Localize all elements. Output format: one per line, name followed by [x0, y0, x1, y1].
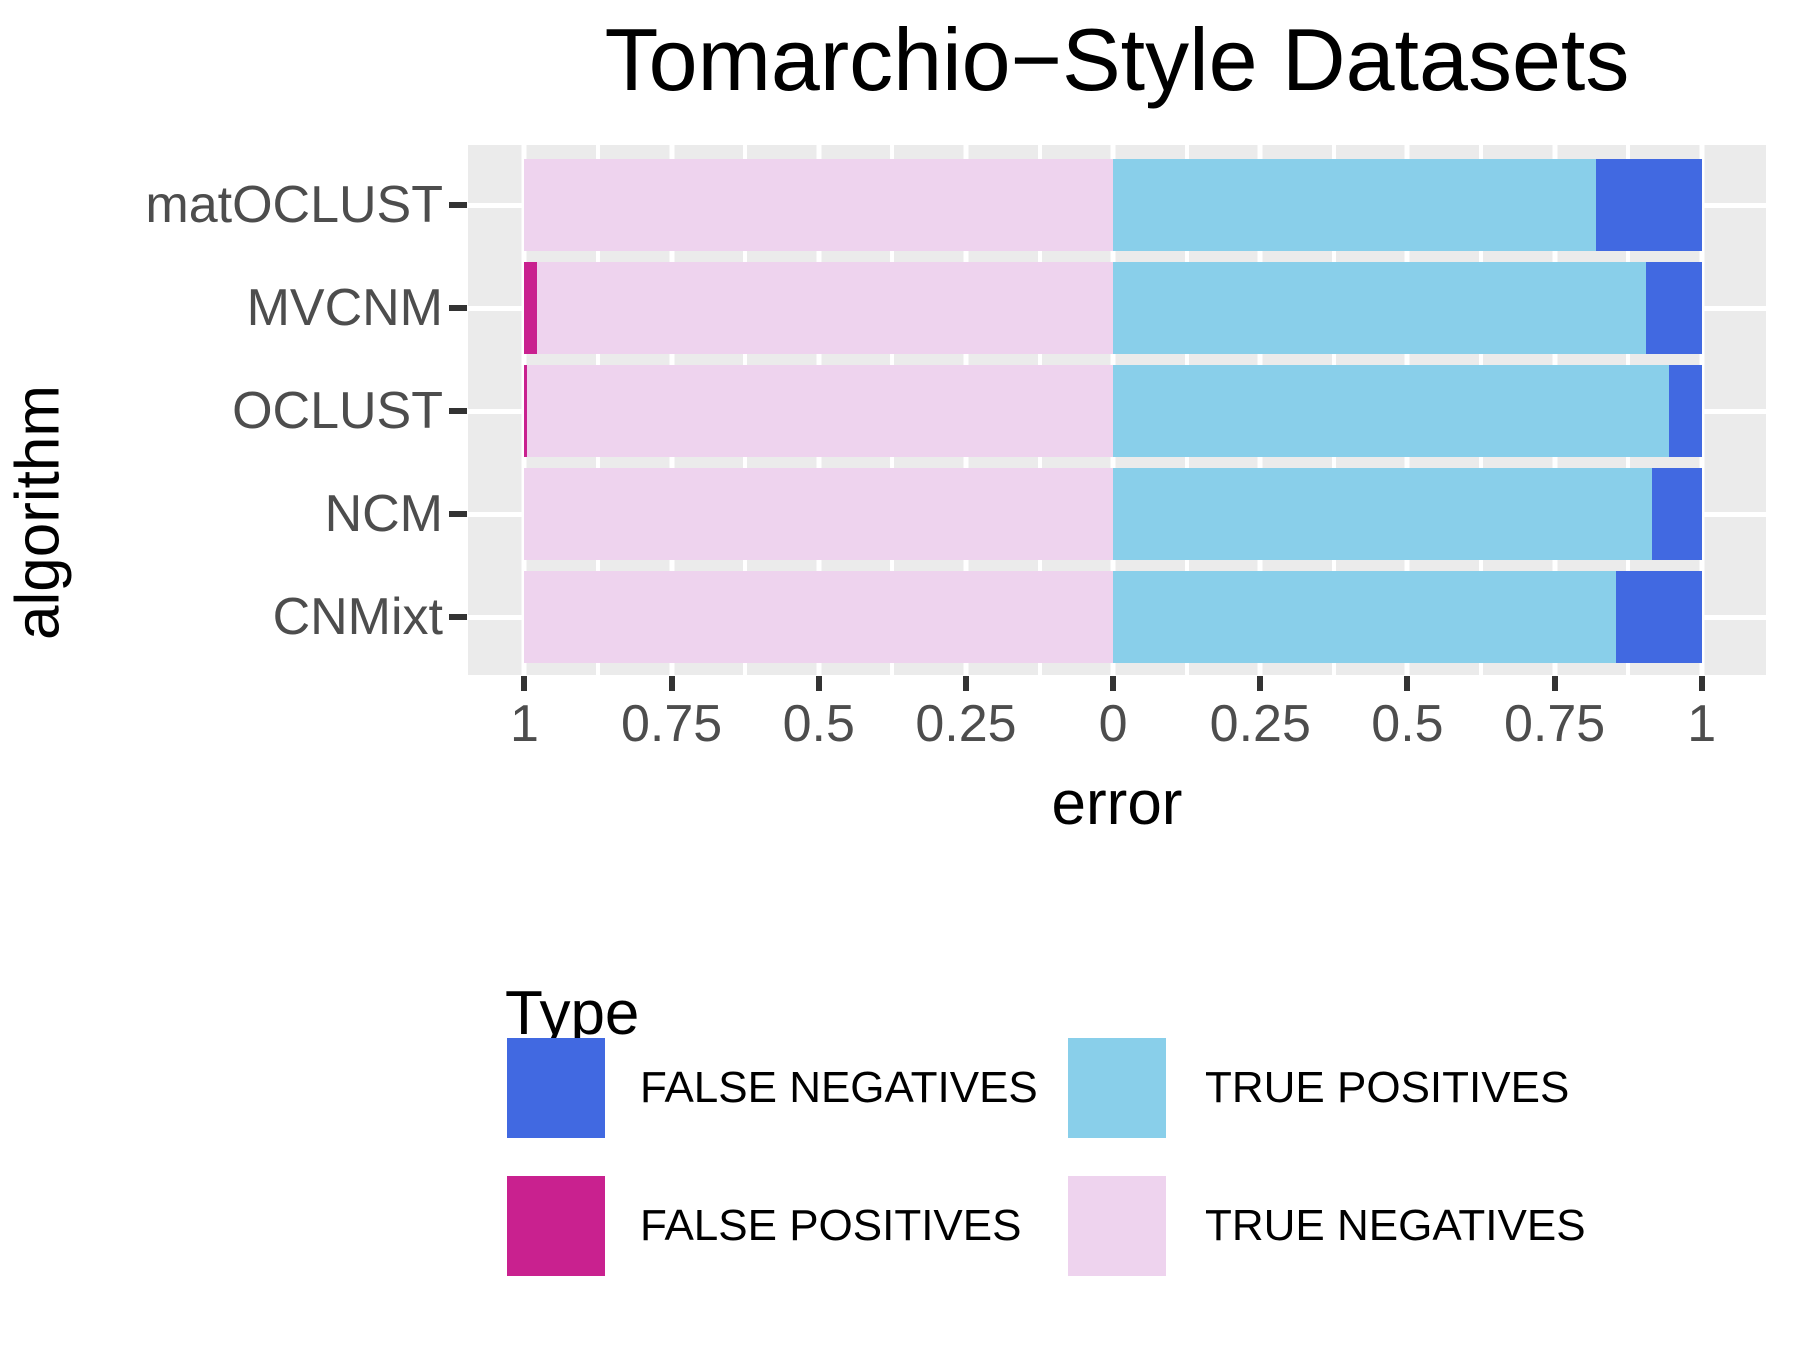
x-tick-mark [521, 676, 528, 691]
x-tick-mark [1698, 676, 1705, 691]
bar-segment-false-negatives [1651, 468, 1702, 560]
x-tick-label: 0.5 [782, 695, 855, 753]
y-tick-mark [449, 305, 467, 311]
x-tick-label: 0.5 [1371, 695, 1444, 753]
bar-segment-true-positives [1113, 262, 1646, 354]
legend-key-false-positives [507, 1176, 605, 1276]
x-axis-title: error [1051, 769, 1183, 838]
x-tick-mark [1404, 676, 1411, 691]
x-tick-label: 0.25 [1209, 695, 1311, 753]
legend-label: TRUE POSITIVES [1205, 1063, 1570, 1112]
chart-title: Tomarchio−Style Datasets [604, 10, 1630, 109]
y-axis-title-text: algorithm [3, 385, 73, 640]
y-tick-mark [449, 408, 467, 414]
x-tick-label: 1 [509, 695, 539, 753]
bar-segment-true-positives [1113, 468, 1652, 560]
legend-key-true-positives [1068, 1038, 1166, 1138]
bar-segment-false-negatives [1616, 571, 1702, 663]
x-tick-label: 1 [1687, 695, 1717, 753]
legend-title: Type [505, 979, 640, 1048]
x-tick-label: 0.75 [1503, 695, 1606, 753]
bar-segment-true-negatives [524, 468, 1114, 560]
y-tick-label: OCLUST [232, 382, 443, 440]
y-tick-label: matOCLUST [145, 176, 443, 234]
legend-key-false-negatives [507, 1038, 605, 1138]
y-tick-mark [449, 202, 467, 208]
x-tick-mark [962, 676, 969, 691]
legend-label: FALSE NEGATIVES [640, 1063, 1038, 1112]
y-tick-label: NCM [324, 485, 443, 543]
bar-segment-false-negatives [1595, 159, 1702, 251]
bar-segment-true-positives [1113, 159, 1596, 251]
bar-segment-true-positives [1113, 365, 1670, 457]
legend-label: TRUE NEGATIVES [1205, 1201, 1586, 1250]
x-tick-mark [1257, 676, 1264, 691]
bar-segment-false-negatives [1669, 365, 1702, 457]
v-gridline-major [1699, 145, 1705, 675]
legend-key-true-negatives [1068, 1176, 1166, 1276]
y-tick-mark [449, 511, 467, 517]
plot-panel [468, 145, 1766, 675]
x-tick-label: 0 [1098, 695, 1128, 753]
bar-segment-true-positives [1113, 571, 1617, 663]
x-tick-mark [668, 676, 675, 691]
y-tick-mark [449, 614, 467, 620]
bar-segment-true-negatives [524, 571, 1114, 663]
y-tick-label: CNMixt [272, 588, 443, 646]
x-tick-label: 0.75 [621, 695, 723, 753]
x-tick-mark [1110, 676, 1117, 691]
bar-segment-false-positives [524, 365, 528, 457]
bar-segment-true-negatives [524, 159, 1114, 251]
x-tick-mark [815, 676, 822, 691]
bar-segment-true-negatives [527, 365, 1114, 457]
y-tick-label: MVCNM [246, 279, 443, 337]
bar-segment-false-negatives [1645, 262, 1702, 354]
bar-segment-false-positives [524, 262, 538, 354]
x-tick-mark [1551, 676, 1558, 691]
bar-segment-true-negatives [537, 262, 1114, 354]
x-tick-label: 0.25 [915, 695, 1017, 753]
legend-label: FALSE POSITIVES [640, 1201, 1022, 1250]
